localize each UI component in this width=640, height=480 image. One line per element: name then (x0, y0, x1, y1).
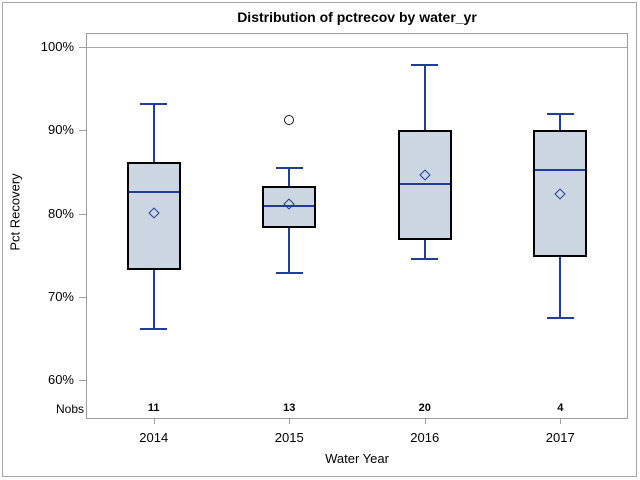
x-tick-label: 2016 (410, 430, 440, 445)
x-tick-label: 2015 (274, 430, 304, 445)
iqr-box-2014 (126, 161, 181, 271)
nobs-value: 11 (147, 402, 160, 414)
reference-line-100pct (87, 47, 627, 48)
y-tick-label: 60% (47, 372, 74, 388)
y-tick-label: 90% (47, 122, 74, 138)
x-axis-title: Water Year (325, 451, 389, 466)
y-axis-tick (79, 130, 86, 132)
x-tick-label: 2014 (139, 430, 169, 445)
whisker-cap (546, 112, 574, 115)
iqr-box-2016 (397, 130, 452, 241)
x-axis-tick (560, 419, 562, 424)
outlier-point (284, 115, 295, 126)
chart-title: Distribution of pctrecov by water_yr (237, 9, 477, 25)
median-line (535, 169, 586, 172)
median-line (399, 182, 450, 185)
y-tick-label: 100% (40, 39, 74, 54)
median-line (264, 205, 315, 208)
y-axis-tick (79, 296, 86, 298)
whisker-cap (275, 166, 303, 169)
iqr-box-2017 (533, 130, 588, 257)
y-tick-label: 70% (47, 288, 74, 304)
y-axis-tick (79, 47, 86, 48)
x-axis-tick (289, 419, 291, 424)
nobs-row-label: Nobs (55, 402, 84, 416)
nobs-value: 4 (557, 402, 564, 414)
y-axis-tick (79, 213, 86, 215)
whisker-cap (140, 327, 168, 330)
nobs-value: 20 (418, 402, 431, 414)
x-tick-label: 2017 (545, 430, 575, 445)
whisker-cap (546, 316, 574, 319)
y-axis-tick (79, 380, 86, 382)
x-axis-tick (424, 419, 426, 424)
whisker-cap (140, 102, 168, 105)
whisker-cap (411, 64, 439, 67)
x-axis-tick (153, 419, 155, 424)
y-tick-label: 80% (47, 205, 74, 221)
whisker-cap (275, 271, 303, 274)
median-line (128, 190, 179, 193)
nobs-value: 13 (283, 402, 296, 414)
whisker-cap (411, 258, 439, 261)
